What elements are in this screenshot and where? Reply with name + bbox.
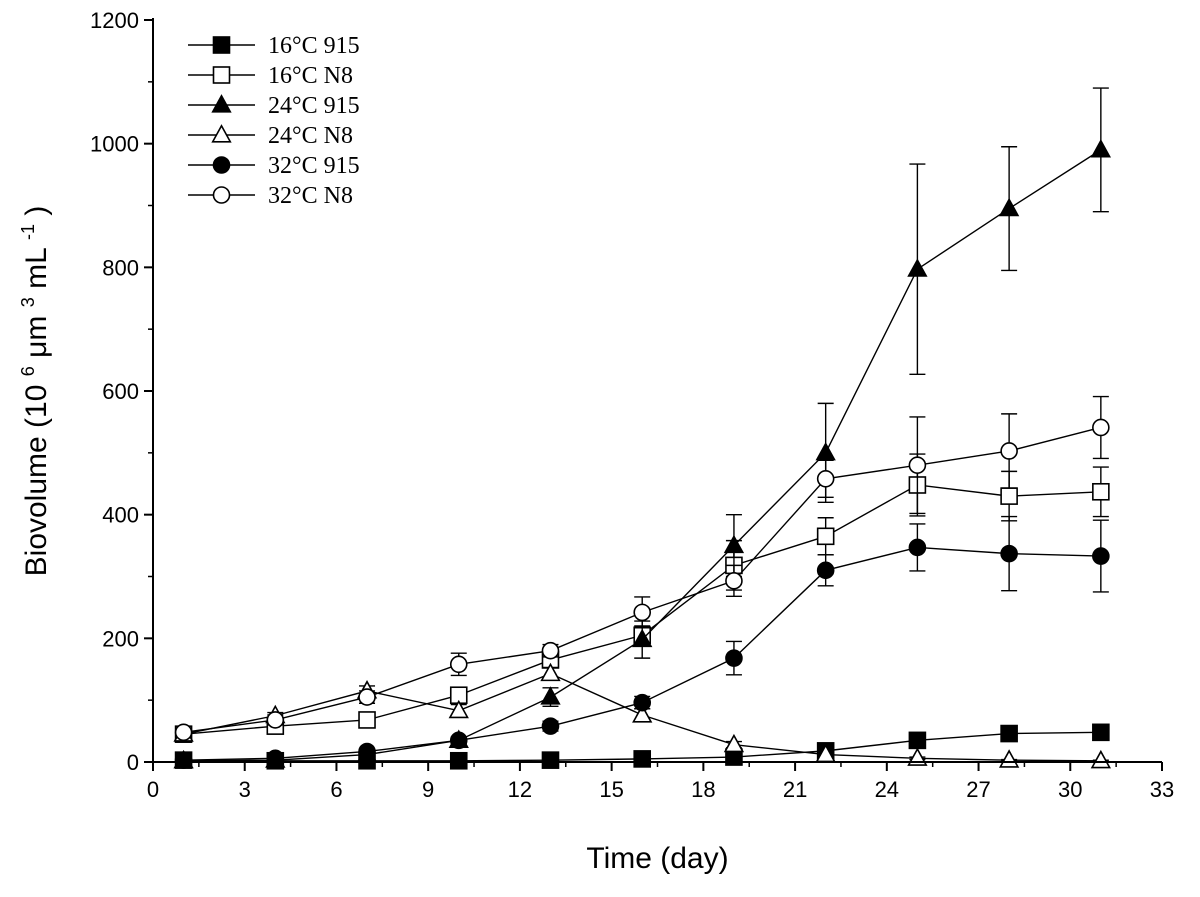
data-point (1090, 749, 1112, 769)
y-axis-title-unit: mL (20, 248, 53, 289)
data-point (449, 751, 468, 770)
x-tick-label: 33 (1150, 777, 1174, 802)
legend-marker (212, 186, 231, 204)
data-point (723, 534, 745, 554)
data-point (358, 742, 376, 761)
x-tick-label: 0 (147, 777, 159, 802)
legend: 16°C 915 16°C N8 24°C 915 24°C N8 32°C 915 32… (188, 33, 360, 209)
y-axis-title-exp-1: 6 (18, 366, 38, 376)
data-point (816, 561, 835, 580)
data-point (725, 572, 743, 590)
legend-marker (212, 156, 231, 174)
series-line (183, 426, 1102, 734)
x-tick-label: 18 (691, 777, 715, 802)
y-axis-title-end: ) (20, 206, 53, 216)
y-axis-title: Biovolume (10 6 μm 3 mL -1 ) (8, 206, 53, 577)
x-tick-label: 21 (783, 777, 807, 802)
y-tick-label: 800 (102, 255, 139, 280)
data-point (449, 655, 468, 674)
data-point (633, 750, 652, 768)
legend-entry-32-c-915: 32°C 915 (188, 153, 360, 179)
data-point (632, 628, 653, 648)
data-point (540, 662, 561, 682)
legend-label: 24°C N8 (268, 123, 353, 149)
plot-area (173, 87, 1112, 770)
data-point (632, 704, 653, 723)
legend-entry-16-c-915: 16°C 915 (188, 33, 360, 59)
data-point (908, 456, 927, 475)
data-point (908, 731, 927, 750)
data-point (1090, 138, 1112, 158)
data-point (1092, 547, 1110, 565)
data-point (1092, 418, 1110, 437)
data-point (633, 693, 652, 712)
data-point (266, 749, 285, 768)
y-tick-label: 400 (102, 503, 139, 528)
data-point (908, 538, 927, 557)
legend-entry-24-c-915: 24°C 915 (188, 93, 360, 119)
axes: 0 3 6 9 12 15 18 21 24 27 30 33 0 200 400 600 800 1000 120… (90, 8, 1174, 802)
data-point (358, 711, 376, 729)
x-tick-label: 12 (508, 777, 532, 802)
data-point (449, 731, 468, 750)
y-tick-label: 200 (102, 626, 139, 651)
data-point (1000, 724, 1018, 743)
legend-label: 32°C 915 (268, 153, 360, 179)
data-point (541, 717, 560, 735)
y-tick-label: 0 (127, 750, 139, 775)
y-axis-title-exp-2: 3 (18, 297, 38, 307)
data-point (1000, 487, 1018, 505)
legend-marker (211, 94, 232, 113)
legend-label: 16°C 915 (268, 33, 360, 59)
x-tick-label: 30 (1058, 777, 1082, 802)
legend-label: 32°C N8 (268, 183, 353, 209)
legend-marker (212, 36, 231, 54)
legend-label: 16°C N8 (268, 63, 353, 89)
y-tick-label: 1000 (90, 132, 139, 157)
data-point (816, 470, 835, 488)
data-point (1000, 544, 1018, 563)
data-point (1092, 723, 1110, 742)
data-point (1092, 482, 1110, 501)
data-point (1000, 442, 1018, 460)
data-point (448, 699, 469, 719)
x-tick-label: 3 (239, 777, 251, 802)
data-point (998, 197, 1020, 217)
y-tick-label: 600 (102, 379, 139, 404)
data-point (541, 751, 560, 769)
data-point (816, 527, 835, 546)
data-point (358, 688, 376, 706)
legend-entry-32-c-n8: 32°C N8 (188, 183, 353, 209)
series-32-c-n8 (174, 395, 1110, 742)
x-tick-label: 24 (875, 777, 899, 802)
data-point (174, 751, 193, 769)
data-point (540, 686, 561, 705)
y-axis-title-base: Biovolume (10 (20, 385, 53, 577)
legend-entry-24-c-n8: 24°C N8 (188, 123, 353, 149)
data-point (723, 733, 745, 753)
legend-label: 24°C 915 (268, 93, 360, 119)
data-point (907, 258, 928, 277)
series-24-c-915 (173, 87, 1112, 769)
data-point (815, 441, 836, 461)
y-axis-title-mid: μm (20, 316, 53, 358)
data-point (266, 711, 285, 729)
y-tick-label: 1200 (90, 8, 139, 33)
x-tick-label: 6 (330, 777, 342, 802)
data-point (541, 641, 560, 660)
x-tick-label: 9 (422, 777, 434, 802)
data-point (725, 649, 743, 667)
data-point (174, 723, 193, 742)
x-axis-title: Time (day) (586, 842, 728, 875)
legend-entry-16-c-n8: 16°C N8 (188, 63, 353, 89)
series-line (183, 149, 1102, 762)
x-tick-label: 15 (599, 777, 623, 802)
legend-marker (211, 124, 232, 143)
x-tick-label: 27 (966, 777, 990, 802)
y-axis-title-exp-3: -1 (18, 224, 38, 240)
legend-marker (212, 66, 231, 84)
data-point (633, 603, 652, 622)
